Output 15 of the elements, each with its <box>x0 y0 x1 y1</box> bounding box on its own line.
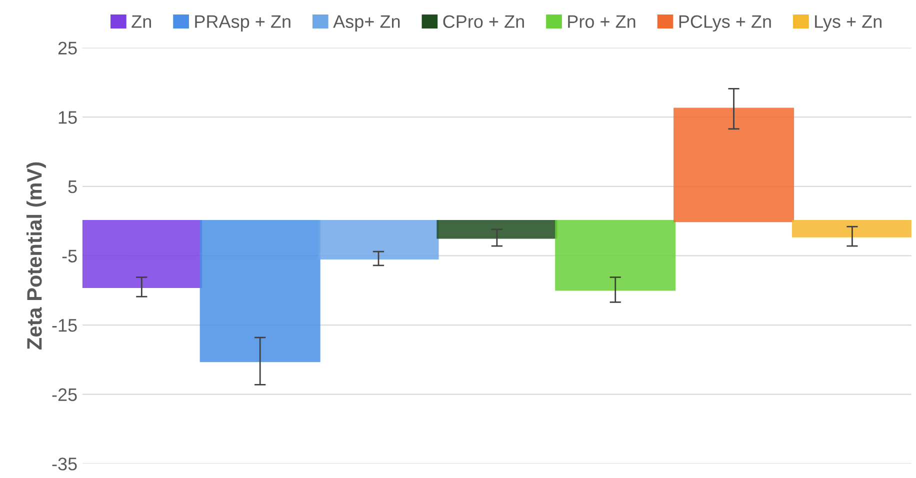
legend-label: CPro + Zn <box>443 15 524 28</box>
y-tick-label: -5 <box>62 250 77 262</box>
y-tick-label: -25 <box>52 388 77 402</box>
legend-label: Asp+ Zn <box>333 15 400 32</box>
y-tick-label: -15 <box>52 319 77 332</box>
y-axis-title: Zeta Potential (mV) <box>26 162 46 350</box>
legend-label: PCLys + Zn <box>679 15 771 32</box>
legend-label: Zn <box>132 15 151 28</box>
legend-label: Pro + Zn <box>568 15 636 28</box>
legend-label: PRAsp + Zn <box>195 15 290 32</box>
y-tick-label: 5 <box>68 180 77 194</box>
legend-label: Lys + Zn <box>815 15 882 32</box>
y-tick-label: 25 <box>58 42 77 55</box>
y-tick-label: 15 <box>58 111 77 124</box>
y-tick-label: -35 <box>52 458 77 470</box>
